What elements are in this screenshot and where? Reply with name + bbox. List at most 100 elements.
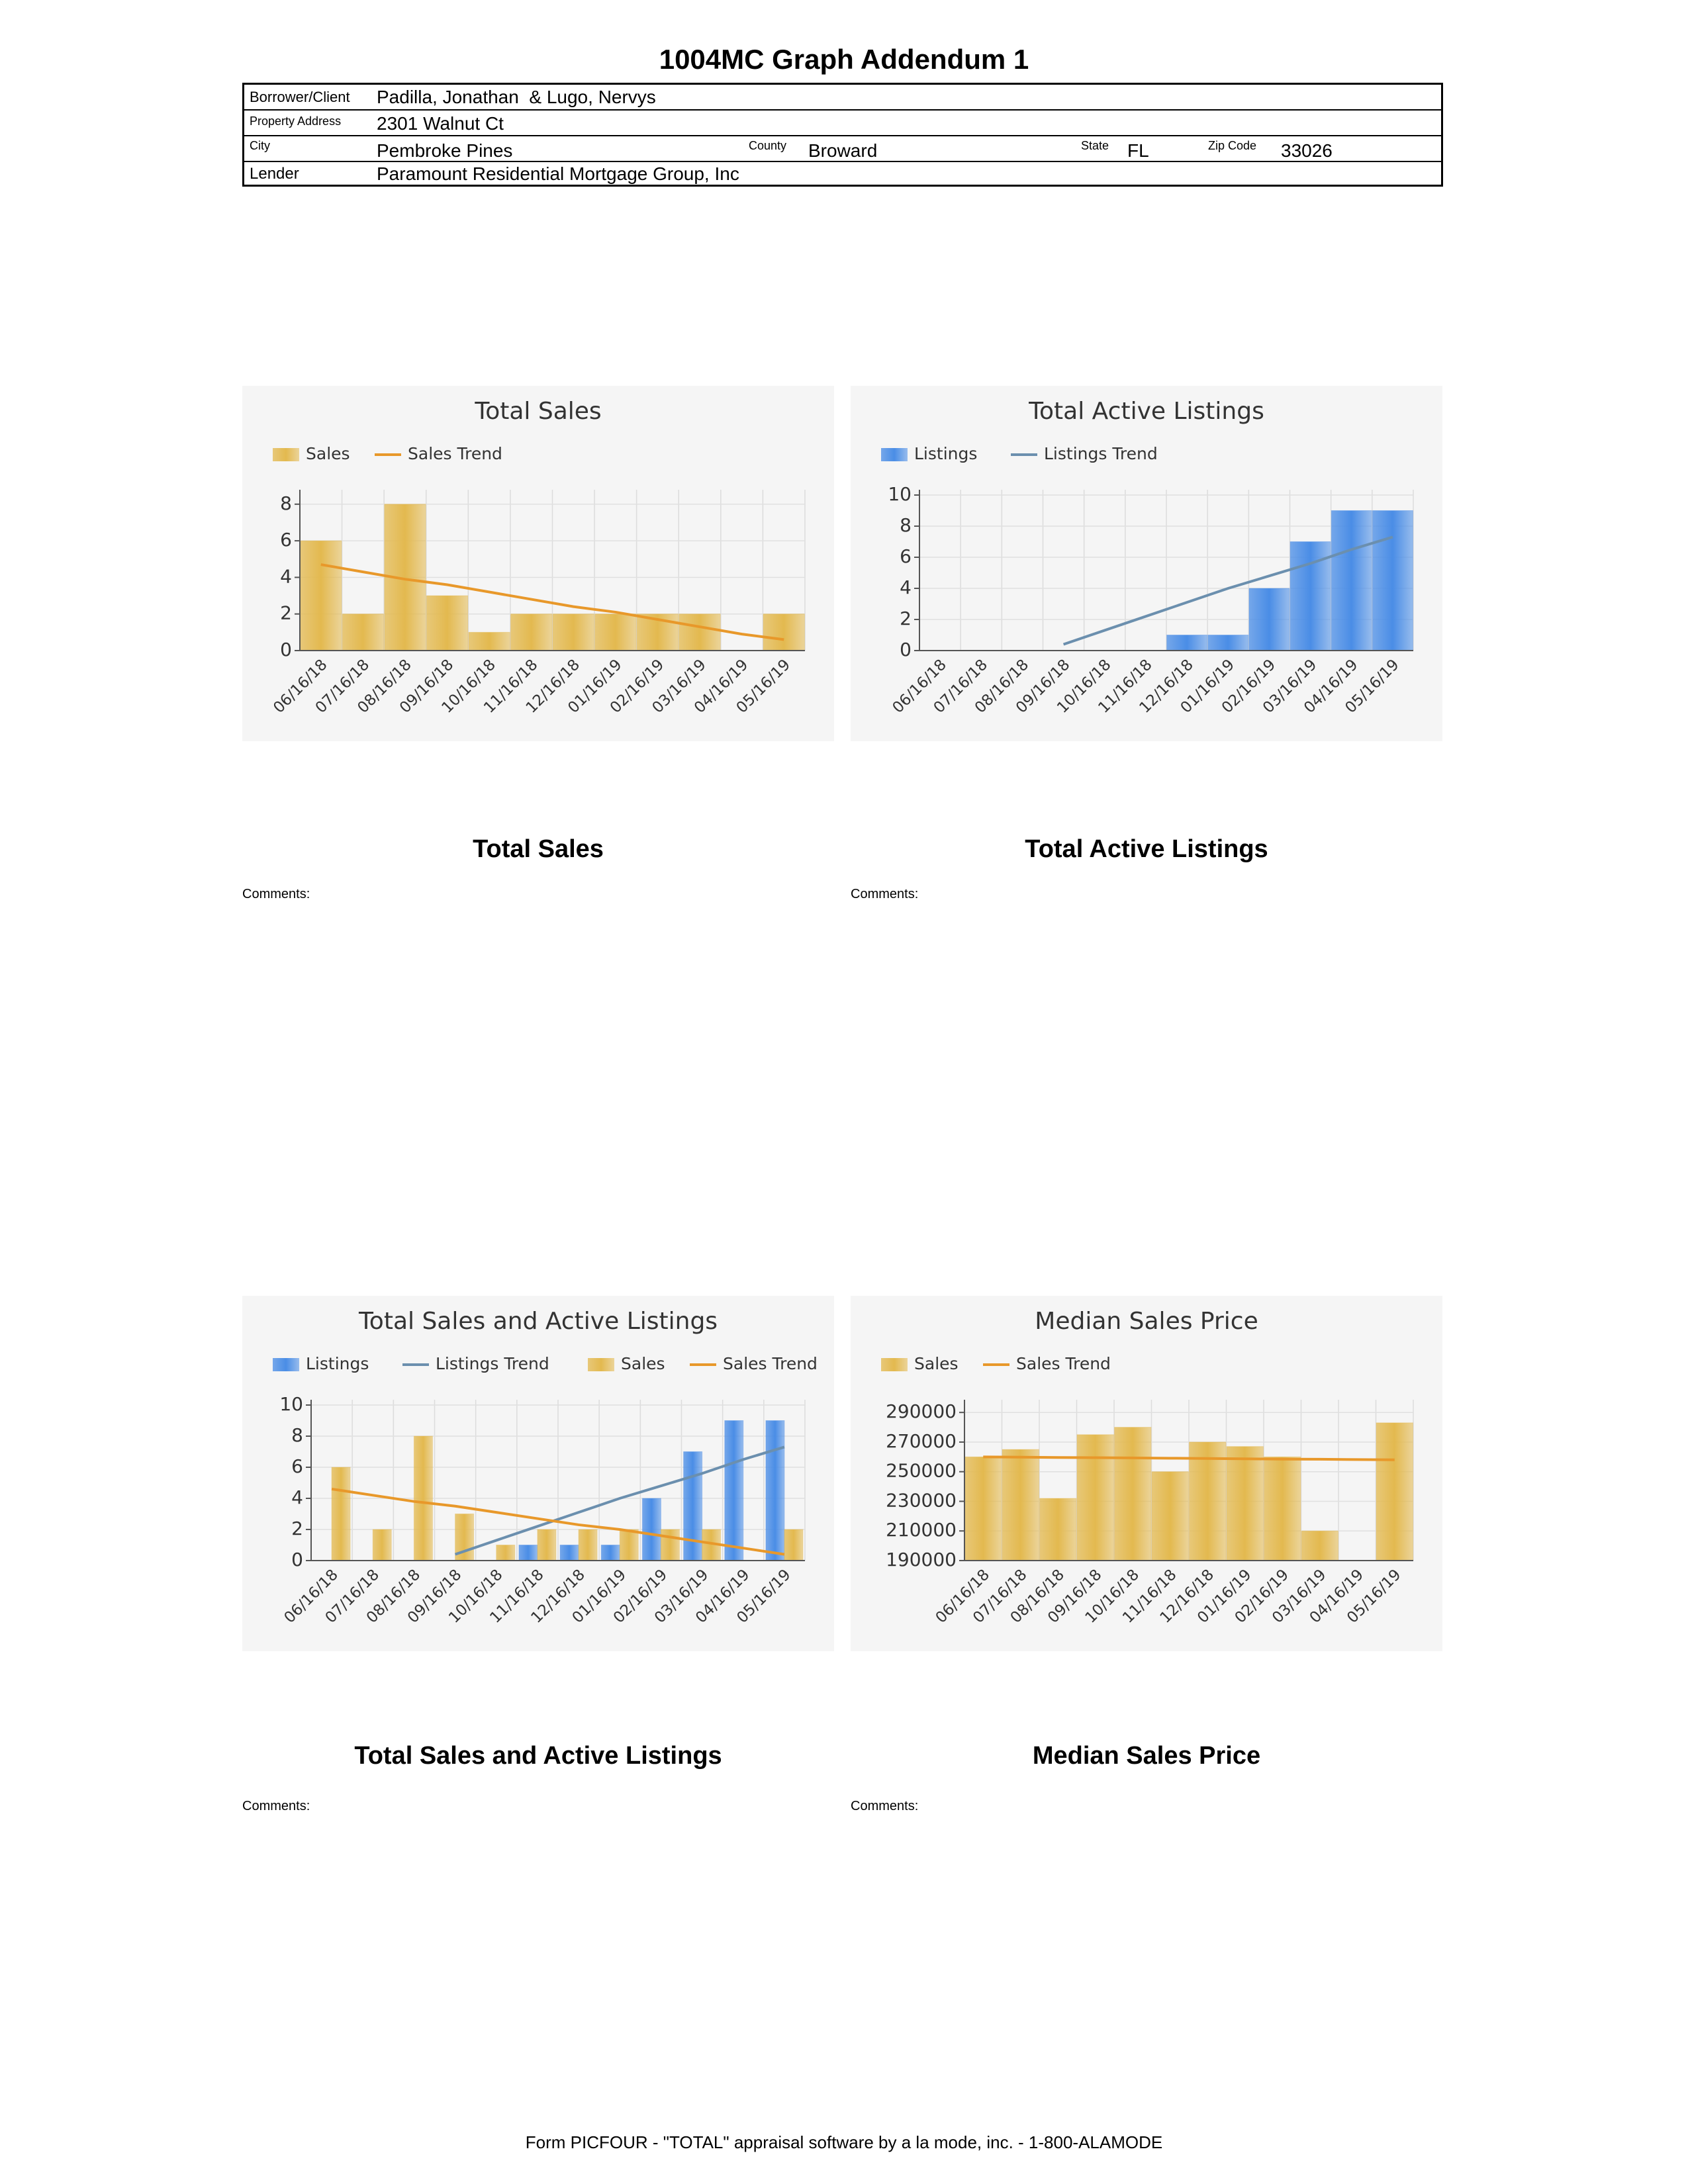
trend-line <box>331 1487 785 1556</box>
legend-label: Listings <box>306 1354 369 1373</box>
chart: Total Active Listings Listings Listings Tr… <box>851 386 1442 741</box>
bar <box>1248 588 1290 651</box>
label: Zip Code <box>1208 139 1257 152</box>
bar <box>1264 1456 1301 1561</box>
y-tick-label: 250000 <box>886 1460 957 1482</box>
comments-label: Comments: <box>242 1799 310 1813</box>
bar <box>1151 1471 1189 1561</box>
chart-title: Total Sales <box>474 398 601 425</box>
chart-background <box>242 1296 834 1651</box>
legend-swatch <box>588 1358 614 1371</box>
info-table: Borrower/Client Padilla, Jonathan & Lugo… <box>242 83 1443 187</box>
bar <box>413 1435 433 1561</box>
y-tick-label: 4 <box>900 576 912 598</box>
bar <box>496 1545 516 1561</box>
y-tick-label: 10 <box>279 1393 303 1415</box>
bar <box>619 1529 639 1561</box>
label: Property Address <box>250 114 342 128</box>
legend-swatch <box>881 448 908 461</box>
bar <box>641 1498 661 1561</box>
y-tick-label: 8 <box>291 1424 303 1446</box>
chart: Total Sales and Active Listings Listings L… <box>242 1296 834 1651</box>
panel-caption: Total Active Listings <box>1025 835 1268 863</box>
legend-label: Listings Trend <box>436 1354 549 1373</box>
chart-panel: Total Sales and Active Listings Listings L… <box>242 1296 834 1651</box>
y-tick-label: 270000 <box>886 1430 957 1452</box>
y-tick-label: 290000 <box>886 1400 957 1422</box>
bar <box>468 631 510 651</box>
value: Pembroke Pines <box>377 140 513 161</box>
legend-label: Sales <box>914 1354 959 1373</box>
info-row: City Pembroke Pines County Broward State… <box>244 136 1441 162</box>
chart-panel: Total Sales Sales Sales Trend 0 2 4 6 8 06/16/18… <box>242 386 834 741</box>
y-tick-label: 0 <box>900 639 912 660</box>
bar <box>1372 510 1413 651</box>
bar <box>679 614 721 651</box>
bar <box>1076 1434 1114 1561</box>
info-row: Borrower/Client Padilla, Jonathan & Lugo… <box>244 85 1441 111</box>
footer: Form PICFOUR - "TOTAL" appraisal softwar… <box>525 2132 1163 2152</box>
y-tick-label: 8 <box>280 492 292 514</box>
bar <box>1166 635 1208 651</box>
y-tick-label: 2 <box>280 602 292 624</box>
bar <box>1207 635 1249 651</box>
bar <box>331 1467 351 1561</box>
value: Padilla, Jonathan & Lugo, Nervys <box>377 87 656 107</box>
y-tick-label: 6 <box>280 529 292 551</box>
bar <box>1226 1446 1264 1561</box>
panel-caption: Median Sales Price <box>1032 1742 1261 1770</box>
comments-label: Comments: <box>851 887 919 901</box>
bar <box>300 540 342 651</box>
y-tick-label: 6 <box>900 545 912 567</box>
bar <box>1189 1441 1227 1561</box>
trend-line <box>1062 535 1393 646</box>
legend-swatch <box>273 448 299 461</box>
chart-title: Total Active Listings <box>1028 398 1264 425</box>
label: County <box>749 139 787 152</box>
legend-label: Sales <box>306 444 350 463</box>
bar <box>537 1529 557 1561</box>
legend-label: Listings Trend <box>1044 444 1158 463</box>
bar <box>683 1451 703 1561</box>
bar <box>964 1456 1002 1561</box>
bar <box>559 1545 579 1561</box>
info-row: Lender Paramount Residential Mortgage Gr… <box>244 162 1441 185</box>
value: Paramount Residential Mortgage Group, In… <box>377 163 739 184</box>
bar <box>426 595 469 651</box>
panel-caption: Total Sales <box>473 835 604 863</box>
bar <box>1039 1498 1077 1561</box>
bar <box>342 614 385 651</box>
chart-panel: Total Active Listings Listings Listings Tr… <box>851 386 1442 741</box>
trend-line <box>983 1455 1395 1461</box>
legend-label: Sales Trend <box>723 1354 818 1373</box>
info-row: Property Address 2301 Walnut Ct <box>244 111 1441 136</box>
bar <box>384 504 426 651</box>
legend-swatch <box>881 1358 908 1371</box>
bar <box>594 614 637 651</box>
bar <box>1114 1427 1152 1561</box>
y-tick-label: 210000 <box>886 1519 957 1541</box>
bar <box>660 1529 680 1561</box>
label: Lender <box>250 165 299 183</box>
legend-label: Sales Trend <box>408 444 502 463</box>
bar <box>510 614 553 651</box>
bar <box>372 1529 392 1561</box>
chart-title: Total Sales and Active Listings <box>358 1308 718 1335</box>
y-tick-label: 10 <box>888 483 912 505</box>
bar <box>765 1420 785 1561</box>
legend-swatch <box>273 1358 299 1371</box>
bar <box>1331 510 1372 651</box>
label: Borrower/Client <box>250 89 350 105</box>
comments-label: Comments: <box>242 887 310 901</box>
y-tick-label: 2 <box>291 1518 303 1539</box>
legend-label: Listings <box>914 444 977 463</box>
bar <box>784 1529 804 1561</box>
y-tick-label: 190000 <box>886 1549 957 1570</box>
value: 33026 <box>1281 140 1333 161</box>
value: 2301 Walnut Ct <box>377 113 504 134</box>
comments-label: Comments: <box>851 1799 919 1813</box>
bar <box>600 1545 620 1561</box>
y-tick-label: 2 <box>900 608 912 629</box>
